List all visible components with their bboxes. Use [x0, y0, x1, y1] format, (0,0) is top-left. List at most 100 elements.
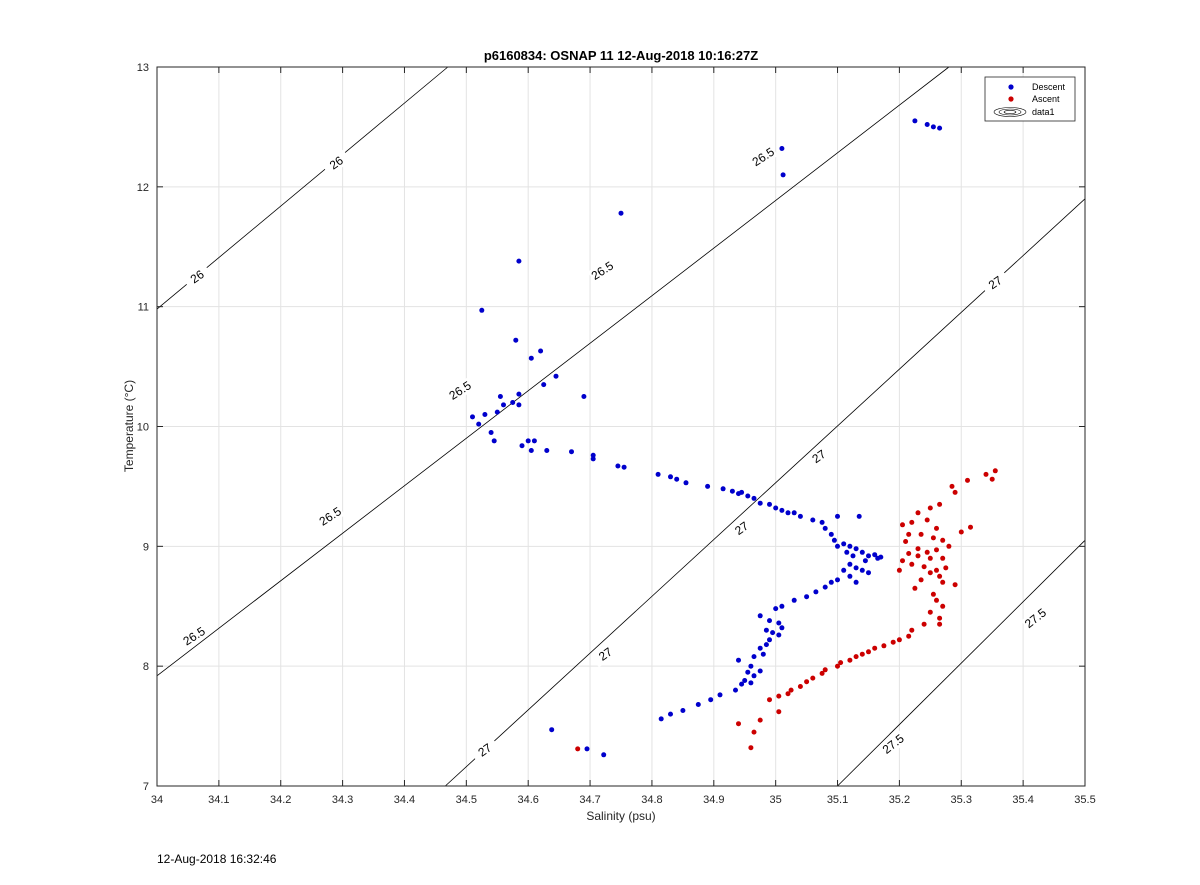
- descent-point: [513, 337, 519, 343]
- descent-point: [531, 438, 537, 444]
- y-tick-label: 7: [143, 781, 149, 793]
- ascent-point: [757, 717, 763, 723]
- x-tick-label: 34.7: [579, 794, 600, 806]
- ascent-point: [968, 524, 973, 530]
- y-axis-ticks: 7 8 9 10 11 12 13: [137, 62, 1085, 793]
- ascent-point: [940, 537, 946, 543]
- descent-point: [615, 463, 621, 469]
- descent-point: [528, 448, 534, 453]
- descent-point: [828, 531, 834, 537]
- ascent-point: [903, 539, 909, 544]
- contour-label-bg: [590, 640, 621, 668]
- descent-point: [470, 414, 475, 420]
- descent-point: [847, 561, 853, 567]
- ascent-point: [940, 603, 946, 609]
- ascent-point: [785, 691, 791, 697]
- ascent-point: [776, 709, 782, 715]
- contour-label-bg: [182, 263, 212, 290]
- descent-point: [866, 553, 871, 559]
- x-tick-label: 34.9: [703, 794, 724, 806]
- ascent-point: [751, 729, 757, 735]
- descent-point: [683, 480, 689, 486]
- descent-point: [853, 579, 859, 585]
- descent-point: [819, 519, 825, 525]
- descent-point: [516, 402, 522, 408]
- descent-point: [720, 486, 726, 492]
- y-axis-label: Temperature (°C): [122, 380, 136, 472]
- ascent-point: [958, 529, 964, 535]
- descent-point: [544, 448, 550, 453]
- descent-point: [835, 543, 840, 549]
- descent-point: [590, 456, 596, 462]
- descent-point: [853, 546, 859, 552]
- y-tick-label: 8: [143, 661, 149, 673]
- ascent-point: [748, 745, 754, 751]
- descent-point: [767, 618, 772, 624]
- descent-point: [708, 697, 714, 703]
- contour-label-bg: [321, 149, 352, 177]
- y-tick-label: 12: [137, 182, 149, 194]
- descent-point: [751, 495, 757, 501]
- ascent-point: [804, 679, 810, 685]
- x-tick-label: 34.6: [517, 794, 538, 806]
- series-ascent: [575, 468, 998, 752]
- ascent-point: [989, 476, 995, 482]
- contour-label-bg: [748, 143, 779, 170]
- descent-point: [751, 673, 757, 679]
- ascent-point: [915, 510, 921, 516]
- descent-point: [804, 594, 810, 600]
- y-tick-label: 10: [137, 422, 149, 434]
- y-tick-label: 9: [143, 541, 149, 553]
- x-tick-label: 34.5: [456, 794, 477, 806]
- descent-point: [773, 606, 779, 612]
- x-tick-label: 35.5: [1074, 794, 1095, 806]
- descent-point: [479, 307, 485, 313]
- descent-point: [822, 525, 828, 531]
- y-tick-label: 13: [137, 62, 149, 74]
- x-axis-ticks: 34 34.1 34.2 34.3 34.4 34.5 34.6 34.7 34.8 34.9 35…: [151, 67, 1096, 806]
- ascent-point: [930, 535, 936, 541]
- descent-point: [847, 543, 853, 549]
- ascent-point: [900, 522, 905, 528]
- descent-point: [541, 382, 547, 388]
- descent-point: [850, 553, 856, 559]
- descent-point: [791, 510, 797, 516]
- ascent-point: [946, 543, 952, 549]
- descent-point: [745, 493, 751, 499]
- ascent-point: [866, 649, 871, 655]
- descent-point: [773, 505, 779, 511]
- series-descent: [470, 118, 943, 758]
- contour-label-bg: [804, 443, 834, 470]
- descent-point: [516, 391, 522, 397]
- descent-point: [813, 589, 819, 595]
- descent-point: [757, 613, 763, 619]
- descent-point: [930, 124, 936, 130]
- data-series: [470, 118, 998, 758]
- descent-point: [853, 565, 859, 571]
- descent-point: [847, 573, 853, 579]
- descent-point: [831, 537, 837, 543]
- descent-point: [937, 125, 943, 131]
- descent-point: [590, 452, 596, 458]
- descent-point: [668, 711, 673, 717]
- x-tick-label: 35.3: [951, 794, 972, 806]
- ascent-point: [859, 651, 865, 657]
- descent-point: [525, 438, 531, 444]
- descent-point: [549, 727, 555, 733]
- descent-point: [763, 627, 769, 633]
- descent-point: [760, 651, 766, 657]
- descent-point: [878, 554, 884, 560]
- ascent-point: [872, 645, 878, 651]
- descent-point: [835, 513, 840, 519]
- descent-point: [742, 678, 748, 683]
- x-tick-label: 34.4: [394, 794, 415, 806]
- ascent-point: [934, 525, 939, 531]
- ascent-point: [934, 547, 939, 553]
- descent-point: [767, 501, 772, 507]
- descent-point: [739, 489, 745, 495]
- descent-point: [748, 680, 754, 686]
- descent-point: [835, 577, 840, 583]
- ascent-point: [983, 471, 989, 477]
- ascent-point: [788, 687, 794, 693]
